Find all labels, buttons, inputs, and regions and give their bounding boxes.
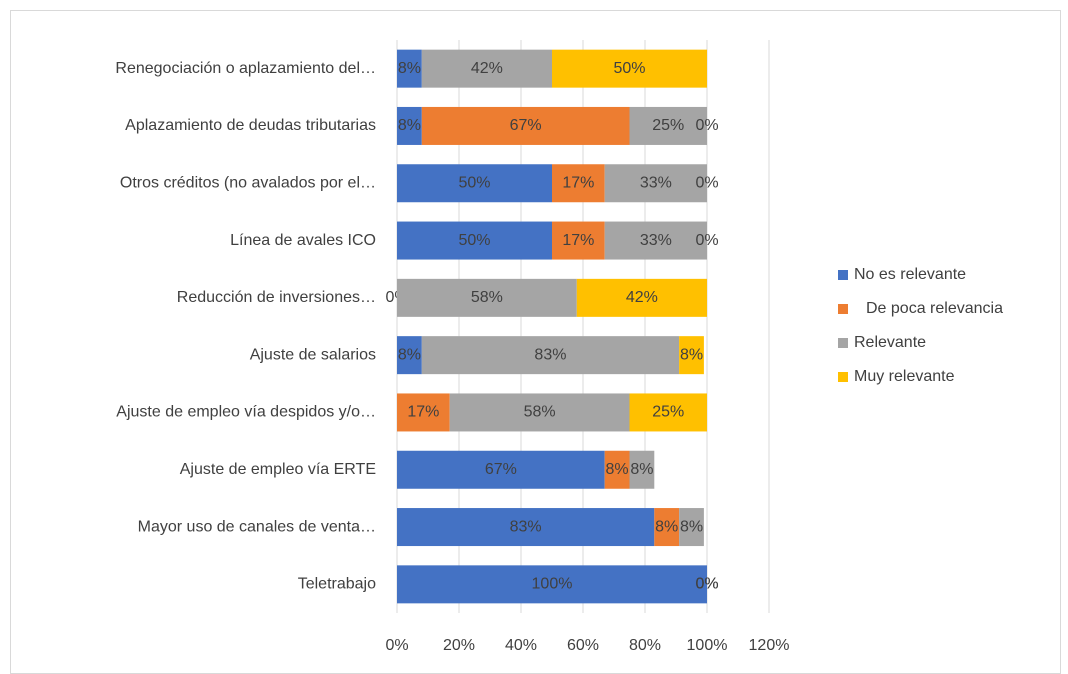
data-label: 83% bbox=[510, 518, 542, 535]
data-label: 50% bbox=[613, 60, 645, 77]
bar-segment bbox=[397, 106, 422, 145]
x-tick-label: 40% bbox=[505, 637, 537, 654]
data-label: 0% bbox=[695, 576, 718, 593]
data-label: 50% bbox=[458, 232, 490, 249]
bar-segment bbox=[449, 393, 630, 432]
data-label: 0% bbox=[695, 232, 718, 249]
data-label: 8% bbox=[398, 346, 421, 363]
data-label: 17% bbox=[407, 404, 439, 421]
data-label: 8% bbox=[606, 461, 629, 478]
y-tick-label: Otros créditos (no avalados por el… bbox=[120, 174, 376, 191]
bar-segment bbox=[576, 278, 707, 317]
data-label: 0% bbox=[695, 576, 718, 593]
data-label: 0% bbox=[695, 117, 718, 134]
data-label: 8% bbox=[680, 518, 703, 535]
bar-segment bbox=[629, 393, 707, 432]
bar-segment bbox=[397, 393, 450, 432]
bar-segment bbox=[679, 336, 704, 375]
data-label: 42% bbox=[626, 289, 658, 306]
legend-label: No es relevante bbox=[854, 266, 966, 283]
data-label: 17% bbox=[562, 174, 594, 191]
data-label: 8% bbox=[680, 346, 703, 363]
x-tick-label: 60% bbox=[567, 637, 599, 654]
y-tick-label: Ajuste de salarios bbox=[250, 346, 376, 363]
data-label: 83% bbox=[534, 346, 566, 363]
y-tick-label: Aplazamiento de deudas tributarias bbox=[125, 117, 376, 134]
data-label: 58% bbox=[524, 404, 556, 421]
data-label: 33% bbox=[640, 174, 672, 191]
legend-swatch bbox=[838, 338, 848, 348]
bar-segment bbox=[397, 565, 707, 604]
bar-segment bbox=[629, 450, 655, 489]
bar-segment bbox=[679, 508, 704, 547]
data-label: 8% bbox=[398, 117, 421, 134]
bar-segment bbox=[397, 49, 422, 88]
bar-segment bbox=[552, 164, 605, 203]
x-tick-label: 80% bbox=[629, 637, 661, 654]
y-tick-label: Mayor uso de canales de venta… bbox=[138, 518, 376, 535]
x-tick-label: 100% bbox=[687, 637, 728, 654]
data-label: 33% bbox=[640, 232, 672, 249]
bar-segment bbox=[397, 164, 552, 203]
bar-segment bbox=[654, 508, 680, 547]
data-label: 25% bbox=[652, 117, 684, 134]
data-label: 42% bbox=[471, 60, 503, 77]
bar-segment bbox=[604, 450, 630, 489]
data-label: 17% bbox=[562, 232, 594, 249]
data-label: 58% bbox=[471, 289, 503, 306]
bar-segment bbox=[604, 164, 707, 203]
x-tick-label: 120% bbox=[749, 637, 790, 654]
bar-segment bbox=[397, 278, 577, 317]
legend-label: Muy relevante bbox=[854, 368, 955, 385]
data-label: 50% bbox=[458, 174, 490, 191]
data-label: 25% bbox=[652, 404, 684, 421]
data-label: 67% bbox=[510, 117, 542, 134]
bar-segment bbox=[397, 221, 552, 260]
legend-label: Relevante bbox=[854, 334, 926, 351]
data-label: 67% bbox=[485, 461, 517, 478]
x-tick-label: 20% bbox=[443, 637, 475, 654]
bar-segment bbox=[397, 508, 655, 547]
data-label: 8% bbox=[398, 60, 421, 77]
y-tick-label: Reducción de inversiones… bbox=[177, 289, 376, 306]
y-tick-label: Teletrabajo bbox=[298, 576, 376, 593]
bar-segment bbox=[629, 106, 707, 145]
bar-segment bbox=[397, 336, 422, 375]
legend-swatch bbox=[838, 270, 848, 280]
bar-segment bbox=[421, 336, 680, 375]
data-label: 8% bbox=[655, 518, 678, 535]
legend-label: De poca relevancia bbox=[866, 300, 1003, 317]
y-tick-label: Línea de avales ICO bbox=[230, 232, 376, 249]
bar-segment bbox=[397, 450, 605, 489]
legend-swatch bbox=[838, 372, 848, 382]
legend-swatch bbox=[838, 304, 848, 314]
data-label: 8% bbox=[630, 461, 653, 478]
x-tick-label: 0% bbox=[385, 637, 408, 654]
y-tick-label: Ajuste de empleo vía despidos y/o… bbox=[116, 404, 376, 421]
y-tick-label: Ajuste de empleo vía ERTE bbox=[180, 461, 376, 478]
y-tick-label: Renegociación o aplazamiento del… bbox=[115, 60, 376, 77]
bar-segment bbox=[552, 49, 707, 88]
bar-segment bbox=[552, 221, 605, 260]
data-label: 0% bbox=[695, 174, 718, 191]
bar-segment bbox=[604, 221, 707, 260]
bar-segment bbox=[421, 106, 630, 145]
data-label: 100% bbox=[532, 576, 573, 593]
bar-segment bbox=[421, 49, 552, 88]
